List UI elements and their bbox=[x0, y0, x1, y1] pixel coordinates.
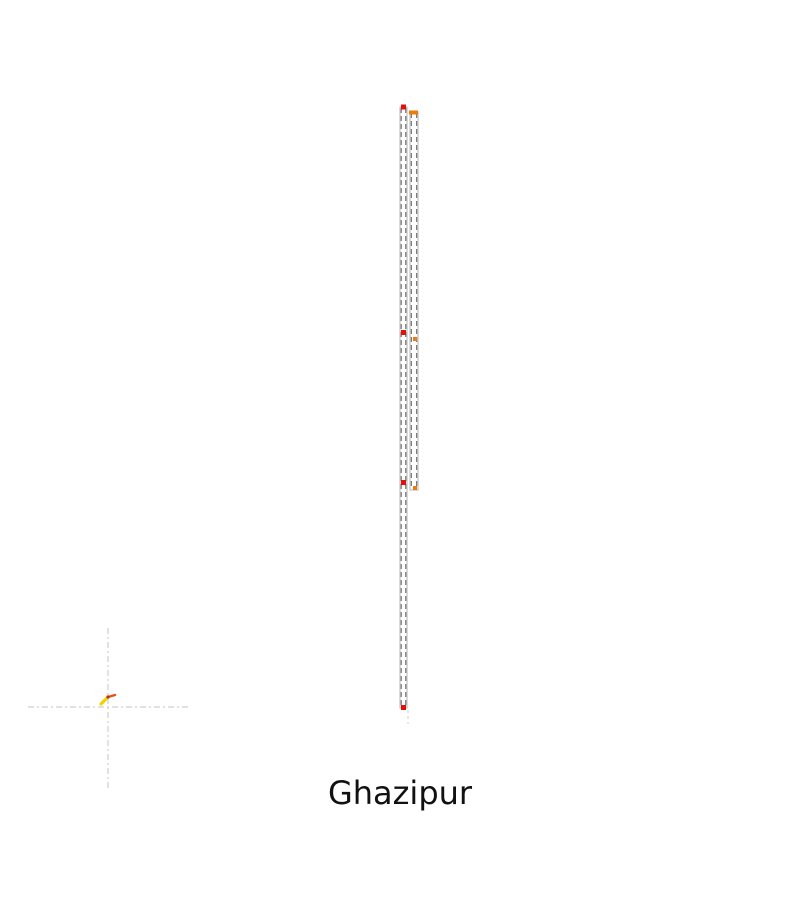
crosshair-icon bbox=[28, 628, 188, 788]
station-marker[interactable] bbox=[401, 330, 406, 335]
place-label: Ghazipur bbox=[327, 774, 473, 812]
station-marker[interactable] bbox=[413, 486, 417, 490]
station-marker[interactable] bbox=[409, 110, 418, 115]
route-main[interactable] bbox=[399, 106, 408, 709]
location-marker-icon[interactable] bbox=[99, 693, 117, 706]
route-secondary[interactable] bbox=[409, 111, 419, 491]
station-marker[interactable] bbox=[401, 705, 406, 710]
station-marker[interactable] bbox=[413, 337, 417, 341]
station-marker[interactable] bbox=[401, 104, 406, 110]
station-marker[interactable] bbox=[401, 480, 406, 485]
